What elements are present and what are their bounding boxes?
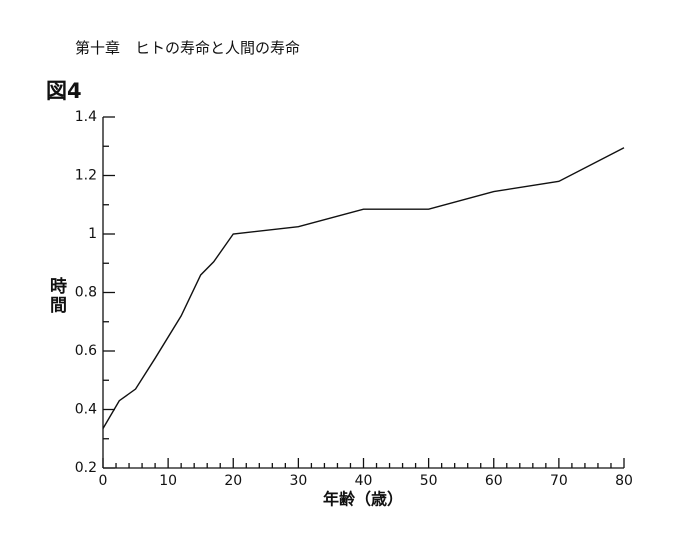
y-tick-label: 1.2 — [75, 168, 97, 184]
x-tick-label: 80 — [615, 473, 633, 489]
y-tick-label: 0.8 — [75, 285, 97, 301]
x-tick-label: 20 — [224, 473, 242, 489]
x-tick-label: 0 — [99, 473, 108, 489]
page-header: 第十章 ヒトの寿命と人間の寿命 — [75, 39, 300, 57]
x-axis-title: 年齢（歳） — [323, 490, 403, 509]
x-tick-label: 10 — [159, 473, 177, 489]
y-tick-label: 0.6 — [75, 343, 97, 359]
line — [102, 147, 625, 429]
y-tick-label: 1 — [88, 226, 97, 242]
y-tick-label: 0.4 — [75, 402, 97, 418]
chart-title: 図4 — [46, 79, 82, 103]
x-tick-label: 60 — [485, 473, 503, 489]
y-tick-label: 0.2 — [75, 460, 97, 476]
y-tick-label: 1.4 — [75, 109, 97, 125]
x-tick-label: 40 — [355, 473, 373, 489]
x-tick-label: 70 — [550, 473, 568, 489]
y-axis-title: 時間 — [46, 276, 67, 315]
x-tick-label: 30 — [289, 473, 307, 489]
x-tick-label: 50 — [420, 473, 438, 489]
